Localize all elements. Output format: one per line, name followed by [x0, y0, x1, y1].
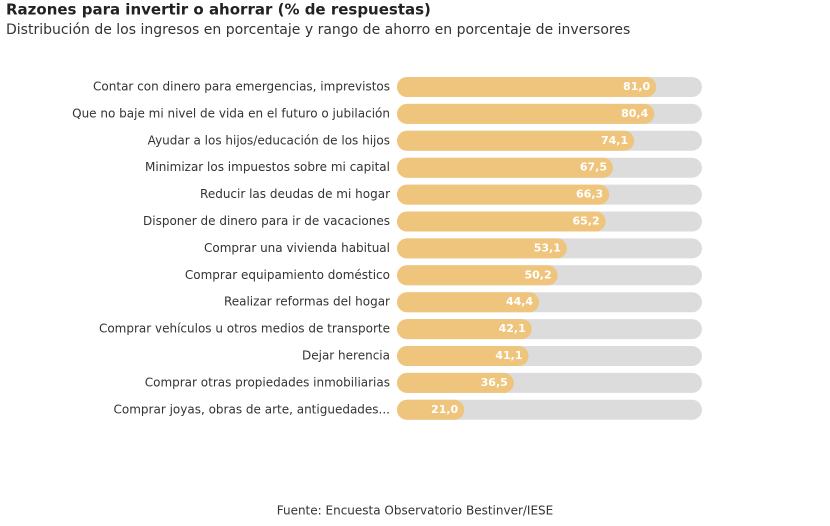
- bar-track: [397, 399, 702, 420]
- value-label: 80,4: [621, 107, 648, 120]
- bar: [397, 184, 610, 205]
- bar: [397, 238, 567, 259]
- bar: [397, 77, 657, 97]
- category-label: Comprar otras propiedades inmobiliarias: [145, 375, 390, 389]
- bar: [397, 346, 529, 366]
- category-label: Comprar una vivienda habitual: [204, 241, 390, 255]
- value-label: 53,1: [534, 241, 561, 254]
- bar: [397, 399, 465, 420]
- category-label: Contar con dinero para emergencias, impr…: [93, 80, 390, 94]
- category-label: Ayudar a los hijos/educación de los hijo…: [148, 133, 390, 147]
- bar: [397, 211, 606, 232]
- value-label: 81,0: [623, 80, 650, 93]
- category-label: Realizar reformas del hogar: [224, 295, 390, 309]
- source: Fuente: Encuesta Observatorio Bestinver/…: [277, 504, 554, 518]
- bar: [397, 103, 655, 124]
- value-label: 21,0: [431, 403, 458, 416]
- value-label: 41,1: [495, 349, 522, 362]
- bar: [397, 157, 613, 178]
- value-label: 42,1: [499, 322, 526, 335]
- bar: [397, 292, 540, 313]
- bar: [397, 372, 514, 393]
- bar: [397, 130, 635, 151]
- value-label: 44,4: [506, 295, 533, 308]
- value-label: 36,5: [481, 376, 508, 389]
- category-label: Minimizar los impuestos sobre mi capital: [145, 160, 390, 174]
- category-label: Reducir las deudas de mi hogar: [200, 187, 390, 201]
- chart-title: Razones para invertir o ahorrar (% de re…: [6, 1, 431, 19]
- bar: [397, 319, 532, 340]
- chart-subtitle: Distribución de los ingresos en porcenta…: [6, 22, 630, 38]
- bar: [397, 265, 558, 286]
- category-label: Comprar equipamiento doméstico: [185, 268, 390, 282]
- value-label: 66,3: [576, 188, 603, 201]
- value-label: 74,1: [601, 134, 628, 147]
- value-label: 50,2: [524, 268, 551, 281]
- category-label: Comprar vehículos u otros medios de tran…: [99, 322, 390, 336]
- category-label: Disponer de dinero para ir de vacaciones: [143, 214, 390, 228]
- category-label: Dejar herencia: [302, 349, 390, 363]
- value-label: 65,2: [572, 215, 599, 228]
- value-label: 67,5: [580, 161, 607, 174]
- category-label: Comprar joyas, obras de arte, antiguedad…: [114, 402, 390, 416]
- category-label: Que no baje mi nivel de vida en el futur…: [72, 106, 390, 120]
